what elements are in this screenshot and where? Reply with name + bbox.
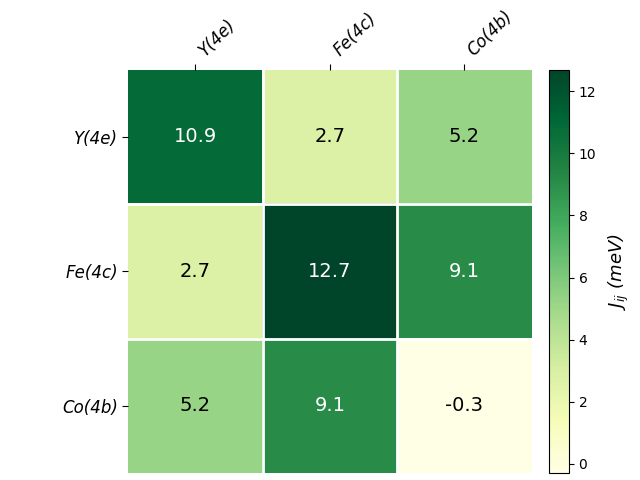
Text: 5.2: 5.2 [180, 396, 211, 415]
Text: 2.7: 2.7 [314, 127, 346, 146]
Text: 2.7: 2.7 [180, 262, 211, 281]
Text: 10.9: 10.9 [173, 127, 217, 146]
Text: 5.2: 5.2 [449, 127, 480, 146]
Y-axis label: $J_{ij}$ (meV): $J_{ij}$ (meV) [607, 233, 632, 310]
Text: -0.3: -0.3 [445, 396, 483, 415]
Text: 12.7: 12.7 [308, 262, 351, 281]
Text: 9.1: 9.1 [449, 262, 480, 281]
Text: 9.1: 9.1 [314, 396, 346, 415]
